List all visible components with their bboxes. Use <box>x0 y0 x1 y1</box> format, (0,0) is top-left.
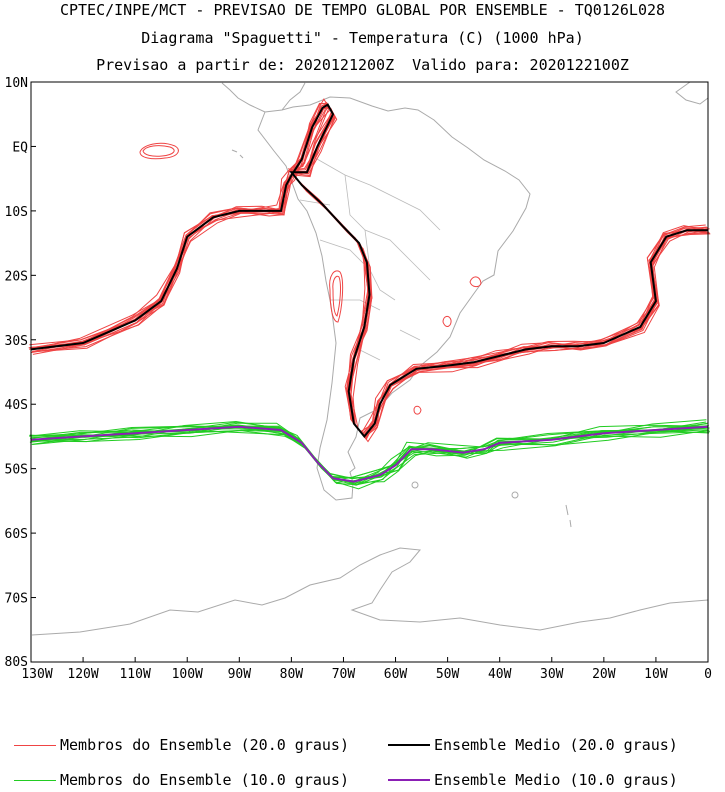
lon-tick-label: 10W <box>644 667 668 682</box>
island-falklands <box>411 481 419 489</box>
lat-tick-label: 40S <box>5 398 28 413</box>
lon-tick-label: 100W <box>172 667 203 682</box>
lat-tick-label: EQ <box>12 140 28 155</box>
lat-tick-label: 20S <box>5 269 28 284</box>
ensemble-mean-20-line <box>30 103 708 438</box>
lat-tick-label: 30S <box>5 334 28 349</box>
legend-item-members-20: Membros do Ensemble (20.0 graus) <box>14 735 349 755</box>
legend-item-mean-10: Ensemble Medio (10.0 graus) <box>388 770 678 790</box>
ensemble-member-10-line <box>32 430 711 490</box>
lat-tick-label: 80S <box>5 655 28 670</box>
ensemble-means <box>30 103 709 483</box>
legend-label-mean-10: Ensemble Medio (10.0 graus) <box>434 771 678 789</box>
lat-tick-label: 60S <box>5 527 28 542</box>
legend-swatch-members-10 <box>14 779 56 781</box>
lon-tick-label: 50W <box>436 667 460 682</box>
ensemble-member-20-line <box>32 103 710 438</box>
ensemble-members-20 <box>28 98 711 443</box>
lat-tick-label: 50S <box>5 463 28 478</box>
lon-tick-label: 60W <box>384 667 408 682</box>
lon-tick-label: 90W <box>228 667 252 682</box>
legend-item-mean-20: Ensemble Medio (20.0 graus) <box>388 735 678 755</box>
ensemble-members-10 <box>29 419 711 490</box>
legend-swatch-mean-20 <box>388 744 430 746</box>
lon-tick-label: 20W <box>592 667 616 682</box>
legend-label-members-10: Membros do Ensemble (10.0 graus) <box>60 771 349 789</box>
legend-item-members-10: Membros do Ensemble (10.0 graus) <box>14 770 349 790</box>
coast-africa <box>675 81 709 105</box>
legend-label-mean-20: Ensemble Medio (20.0 graus) <box>434 736 678 754</box>
lon-tick-label: 110W <box>119 667 150 682</box>
ensemble-member-20-line <box>33 104 711 438</box>
island-south-georgia <box>511 491 519 499</box>
ensemble-mean-10-line <box>30 425 709 483</box>
lon-tick-label: 40W <box>488 667 512 682</box>
lat-tick-label: 10S <box>5 205 28 220</box>
lon-tick-label: 30W <box>540 667 564 682</box>
lat-tick-label: 10N <box>5 76 28 91</box>
legend-swatch-members-20 <box>14 744 56 746</box>
coastline-layer <box>31 81 709 636</box>
lat-tick-label: 70S <box>5 592 28 607</box>
map-plot-area <box>28 81 711 636</box>
spaghetti-map: 130W 120W 110W 100W 90W 80W 70W 60W 50W 40W 30W 20W… <box>5 76 712 682</box>
lon-tick-label: 120W <box>67 667 98 682</box>
lon-tick-label: 80W <box>280 667 304 682</box>
legend-label-members-20: Membros do Ensemble (20.0 graus) <box>60 736 349 754</box>
axis-ticks: 130W 120W 110W 100W 90W 80W 70W 60W 50W 40W 30W 20W… <box>5 76 712 682</box>
ensemble-member-10-line <box>32 427 710 483</box>
lon-tick-label: 0 <box>704 667 712 682</box>
map-frame <box>30 81 709 663</box>
title-line-3: Previsao a partir de: 2020121200Z Valido… <box>96 56 629 74</box>
island-south-sandwich <box>565 504 572 528</box>
lon-tick-label: 70W <box>332 667 356 682</box>
coast-antarctica <box>31 547 709 636</box>
title-line-1: CPTEC/INPE/MCT - PREVISAO DE TEMPO GLOBA… <box>59 1 666 19</box>
title-line-2: Diagrama "Spaguetti" - Temperatura (C) (… <box>141 29 584 47</box>
lon-tick-label: 130W <box>21 667 52 682</box>
coast-central-america <box>221 82 306 113</box>
legend-swatch-mean-10 <box>388 779 430 781</box>
ensemble-member-20-line <box>30 107 708 440</box>
island-galapagos <box>231 149 244 159</box>
country-borders <box>299 154 441 361</box>
isolated-red-contours <box>139 142 482 415</box>
ensemble-member-20-line <box>32 108 710 440</box>
